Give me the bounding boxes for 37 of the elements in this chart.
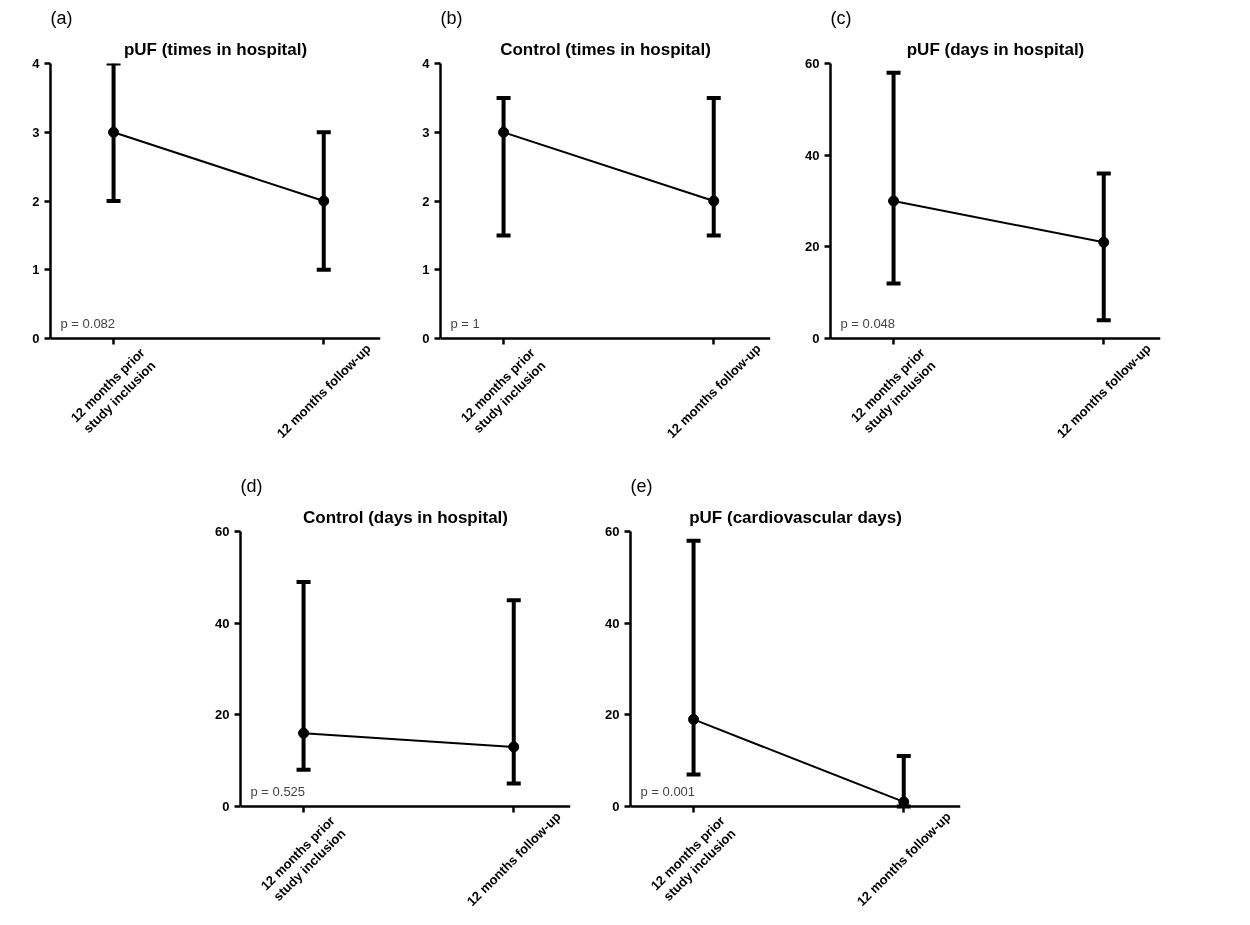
y-tick-label: 1 xyxy=(32,262,40,278)
annotation: p = 0.525 xyxy=(250,783,306,799)
text: (b) xyxy=(440,7,463,28)
y-tick-label: 2 xyxy=(422,193,430,209)
annotation: p = 1 xyxy=(450,315,480,331)
chart-title: pUF (cardiovascular days) xyxy=(689,507,902,527)
y-tick-label: 4 xyxy=(32,56,41,71)
annotation: p = 0.048 xyxy=(840,315,896,331)
y-tick-label: 20 xyxy=(605,707,620,723)
chart-title: pUF (days in hospital) xyxy=(906,39,1085,59)
chart-title: pUF (times in hospital) xyxy=(123,39,308,59)
y-tick-label: 0 xyxy=(422,331,430,346)
y-tick-label: 1 xyxy=(422,262,430,278)
y-tick-label: 60 xyxy=(215,524,230,539)
text: (a) xyxy=(50,7,73,28)
y-tick-label: 40 xyxy=(605,615,620,631)
chart-title: Control (times in hospital) xyxy=(500,39,711,59)
y-tick-label: 0 xyxy=(222,799,230,814)
y-tick-label: 20 xyxy=(215,707,230,723)
text: (e) xyxy=(630,475,653,496)
y-tick-label: 0 xyxy=(32,331,40,346)
text: (c) xyxy=(830,7,852,28)
y-tick-label: 3 xyxy=(32,124,40,140)
annotation: p = 0.001 xyxy=(640,783,696,799)
chart-title: Control (days in hospital) xyxy=(303,507,508,527)
y-tick-label: 60 xyxy=(605,524,620,539)
y-tick-label: 0 xyxy=(612,799,620,814)
y-tick-label: 40 xyxy=(805,147,820,163)
annotation: p = 0.082 xyxy=(60,315,116,331)
y-tick-label: 0 xyxy=(812,331,820,346)
y-tick-label: 20 xyxy=(805,239,820,255)
y-tick-label: 60 xyxy=(805,56,820,71)
y-tick-label: 4 xyxy=(422,56,431,71)
y-tick-label: 40 xyxy=(215,615,230,631)
y-tick-label: 3 xyxy=(422,124,430,140)
text: (d) xyxy=(240,475,263,496)
y-tick-label: 2 xyxy=(32,193,40,209)
